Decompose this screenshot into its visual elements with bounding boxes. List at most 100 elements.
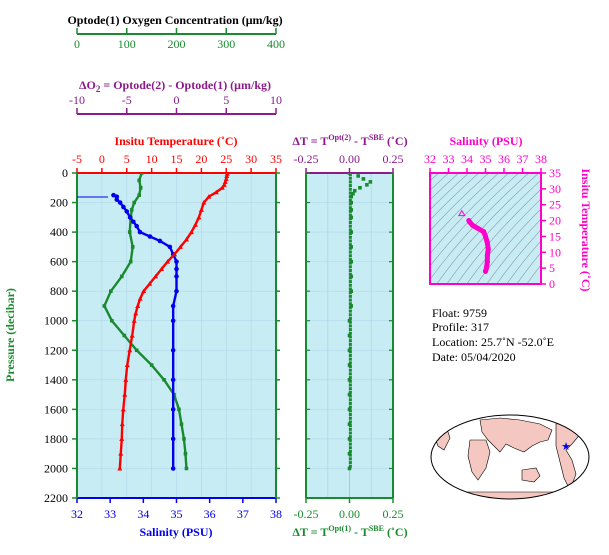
delta-t-point: [348, 235, 352, 239]
ts-temperature-tick-label: 0: [549, 277, 555, 291]
delta-t-point: [348, 342, 352, 346]
delta-t-point: [348, 357, 352, 361]
salinity-tick-label: 35: [171, 507, 183, 521]
salinity-point: [131, 219, 136, 225]
salinity-tick-label: 34: [137, 507, 149, 521]
delta-o2-axis: ΔO2 = Optode(2) - Optode(1) (μm/kg) -10 -…: [69, 78, 282, 115]
ts-point: [485, 246, 491, 252]
delta-t-point: [348, 339, 352, 343]
delta-t-panel: ΔT = TOpt(2) - TSBE (˚C) -0.25 0.00 0.25 -…: [292, 133, 407, 539]
density-contour: [430, 173, 500, 243]
oxygen-tick-label: 300: [217, 37, 235, 51]
delta-t-point: [348, 449, 352, 453]
salinity-point: [174, 274, 179, 279]
ts-point: [483, 268, 488, 274]
date: Date: 05/04/2020: [432, 350, 516, 364]
ts-point: [484, 240, 490, 246]
delta-t-point: [348, 346, 352, 350]
salinity-point: [174, 259, 179, 264]
delta-t-point: [348, 309, 352, 313]
salinity-tick-label: 37: [237, 507, 249, 521]
delta-t-point: [348, 376, 352, 380]
temperature-point: [135, 303, 141, 308]
temperature-tick-label: 30: [245, 152, 257, 166]
delta-t-point: [348, 276, 352, 280]
ts-point: [484, 259, 490, 265]
oxygen-point: [184, 466, 189, 471]
temperature-point: [183, 236, 189, 242]
oxygen-axis-title: Optode(1) Oxygen Concentration (μm/kg): [67, 13, 282, 27]
temperature-point: [119, 436, 125, 441]
oxygen-point: [139, 173, 144, 175]
density-contour: [466, 198, 541, 284]
salinity-point: [157, 238, 163, 244]
density-contour: [446, 179, 541, 284]
salinity-point: [114, 197, 120, 202]
oxygen-point: [129, 208, 134, 212]
temperature-point: [147, 281, 153, 286]
temperature-point: [117, 465, 123, 471]
delta-t-point: [352, 188, 357, 193]
delta-t-point: [348, 198, 352, 202]
oxygen-point: [134, 348, 139, 353]
salinity-tick-label: 38: [270, 507, 282, 521]
pressure-tick-label: 800: [50, 284, 68, 298]
temperature-point: [213, 189, 219, 195]
temperature-point: [153, 273, 159, 279]
oxygen-point: [102, 304, 107, 308]
salinity-point: [170, 347, 176, 353]
delta-t-point: [348, 335, 352, 339]
temperature-point: [221, 182, 227, 187]
delta-t-point: [368, 180, 373, 184]
delta-t-bottom-tick-label: 0.25: [383, 507, 404, 521]
delta-t-point: [348, 372, 352, 376]
oxygen-point: [177, 407, 181, 412]
temperature-tick-label: 20: [195, 152, 207, 166]
delta-t-point: [348, 361, 352, 365]
temperature-tick-label: 5: [124, 152, 130, 166]
delta-t-point: [348, 280, 352, 284]
oxygen-tick-label: 400: [267, 37, 285, 51]
oxygen-point: [183, 451, 188, 456]
density-contour: [476, 208, 541, 284]
delta-t-point: [348, 435, 352, 439]
salinity-point: [170, 466, 176, 471]
pressure-tick-label: 2200: [44, 491, 68, 505]
ts-temperature-tick-label: 10: [549, 245, 561, 259]
density-contour: [516, 252, 541, 284]
delta-t-top-tick-label: 0.25: [383, 152, 404, 166]
delta-t-point: [348, 416, 352, 420]
africa-shape: [467, 439, 491, 481]
delta-t-point: [348, 313, 352, 317]
oxygen-axis: Optode(1) Oxygen Concentration (μm/kg) 0…: [67, 13, 285, 51]
delta-t-point: [348, 438, 352, 442]
delta-t-bottom-title: ΔT = TOpt(1) - TSBE (˚C): [292, 524, 407, 539]
temperature-point: [123, 377, 129, 382]
temperature-point: [201, 200, 207, 205]
delta-t-point: [348, 424, 352, 428]
delta-t-point: [348, 217, 352, 221]
pressure-tick-label: 600: [50, 255, 68, 269]
delta-t-point: [348, 365, 352, 369]
delta-t-point: [348, 394, 352, 398]
oxygen-point: [128, 259, 133, 264]
delta-t-point: [348, 317, 352, 321]
pressure-tick-label: 1800: [44, 432, 68, 446]
delta-o2-tick-label: 10: [270, 93, 282, 107]
delta-t-point: [348, 427, 352, 431]
density-contour: [430, 173, 440, 182]
delta-o2-tick-label: 0: [174, 93, 180, 107]
delta-t-point: [361, 177, 366, 181]
salinity-point: [137, 229, 143, 235]
delta-t-point: [348, 320, 352, 324]
temperature-tick-label: -5: [72, 152, 82, 166]
temperature-point: [224, 173, 230, 178]
delta-t-point: [348, 324, 352, 328]
temperature-point: [196, 214, 202, 220]
temperature-point: [137, 296, 143, 301]
salinity-axis-title: Salinity (PSU): [139, 525, 212, 539]
temperature-point: [222, 179, 228, 184]
delta-t-point: [348, 446, 352, 450]
delta-t-point: [348, 239, 352, 243]
delta-t-point: [348, 224, 352, 228]
